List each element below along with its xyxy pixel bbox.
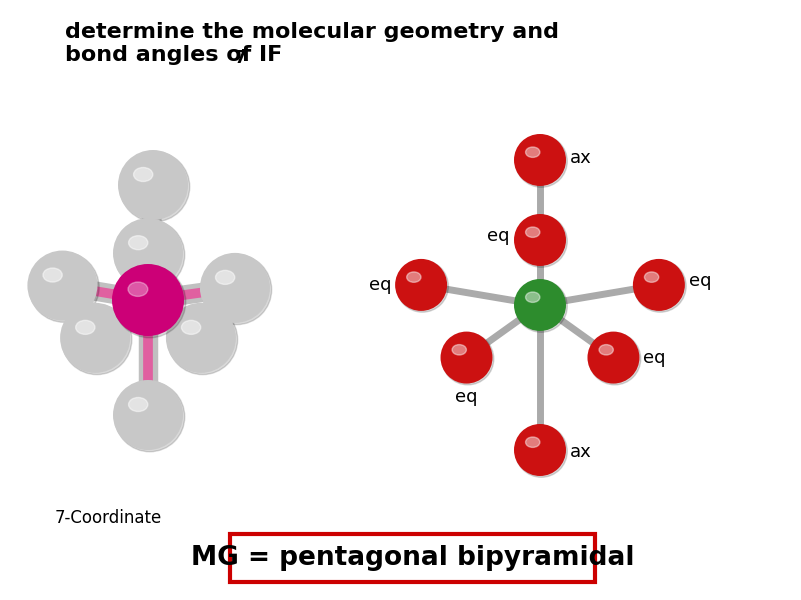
Text: eq: eq (455, 388, 477, 406)
Circle shape (113, 380, 183, 450)
Ellipse shape (645, 272, 658, 283)
Circle shape (587, 332, 639, 383)
Circle shape (515, 425, 567, 478)
Circle shape (29, 252, 99, 322)
Ellipse shape (75, 320, 95, 334)
Circle shape (514, 424, 566, 476)
Circle shape (27, 251, 98, 320)
Circle shape (120, 152, 190, 222)
Ellipse shape (525, 292, 540, 302)
Text: MG = pentagonal bipyramidal: MG = pentagonal bipyramidal (191, 545, 634, 571)
FancyBboxPatch shape (230, 534, 595, 582)
Text: eq: eq (689, 272, 711, 290)
Ellipse shape (215, 271, 235, 284)
Circle shape (514, 214, 566, 266)
Text: eq: eq (643, 349, 666, 367)
Circle shape (115, 382, 185, 452)
Circle shape (118, 150, 188, 220)
Ellipse shape (129, 236, 148, 250)
Circle shape (202, 254, 272, 325)
Circle shape (167, 305, 238, 374)
Ellipse shape (525, 227, 540, 238)
Ellipse shape (452, 344, 466, 355)
Ellipse shape (129, 397, 148, 412)
Circle shape (633, 259, 685, 311)
Circle shape (514, 279, 566, 331)
Circle shape (515, 280, 567, 332)
Circle shape (200, 253, 270, 323)
Circle shape (112, 264, 184, 336)
Ellipse shape (43, 268, 62, 282)
Circle shape (396, 260, 449, 312)
Text: 7: 7 (235, 49, 247, 67)
Circle shape (515, 215, 567, 268)
Ellipse shape (182, 320, 201, 334)
Circle shape (115, 220, 185, 290)
Circle shape (442, 333, 494, 385)
Circle shape (166, 303, 236, 373)
Circle shape (634, 260, 686, 312)
Ellipse shape (525, 437, 540, 448)
Circle shape (441, 332, 493, 383)
Ellipse shape (525, 147, 540, 157)
Text: 7-Coordinate: 7-Coordinate (55, 509, 163, 527)
Text: ax: ax (570, 443, 592, 461)
Ellipse shape (599, 344, 614, 355)
Circle shape (62, 305, 132, 374)
Text: eq: eq (488, 227, 510, 245)
Circle shape (113, 218, 183, 288)
Circle shape (114, 266, 186, 338)
Text: ax: ax (570, 149, 592, 167)
Circle shape (395, 259, 447, 311)
Circle shape (514, 134, 566, 186)
Circle shape (589, 333, 641, 385)
Circle shape (60, 303, 130, 373)
Ellipse shape (407, 272, 421, 283)
Circle shape (515, 135, 567, 187)
Ellipse shape (128, 282, 148, 296)
Ellipse shape (134, 167, 153, 181)
Text: bond angles of IF: bond angles of IF (65, 45, 282, 65)
Text: determine the molecular geometry and: determine the molecular geometry and (65, 22, 559, 42)
Text: eq: eq (368, 276, 391, 294)
